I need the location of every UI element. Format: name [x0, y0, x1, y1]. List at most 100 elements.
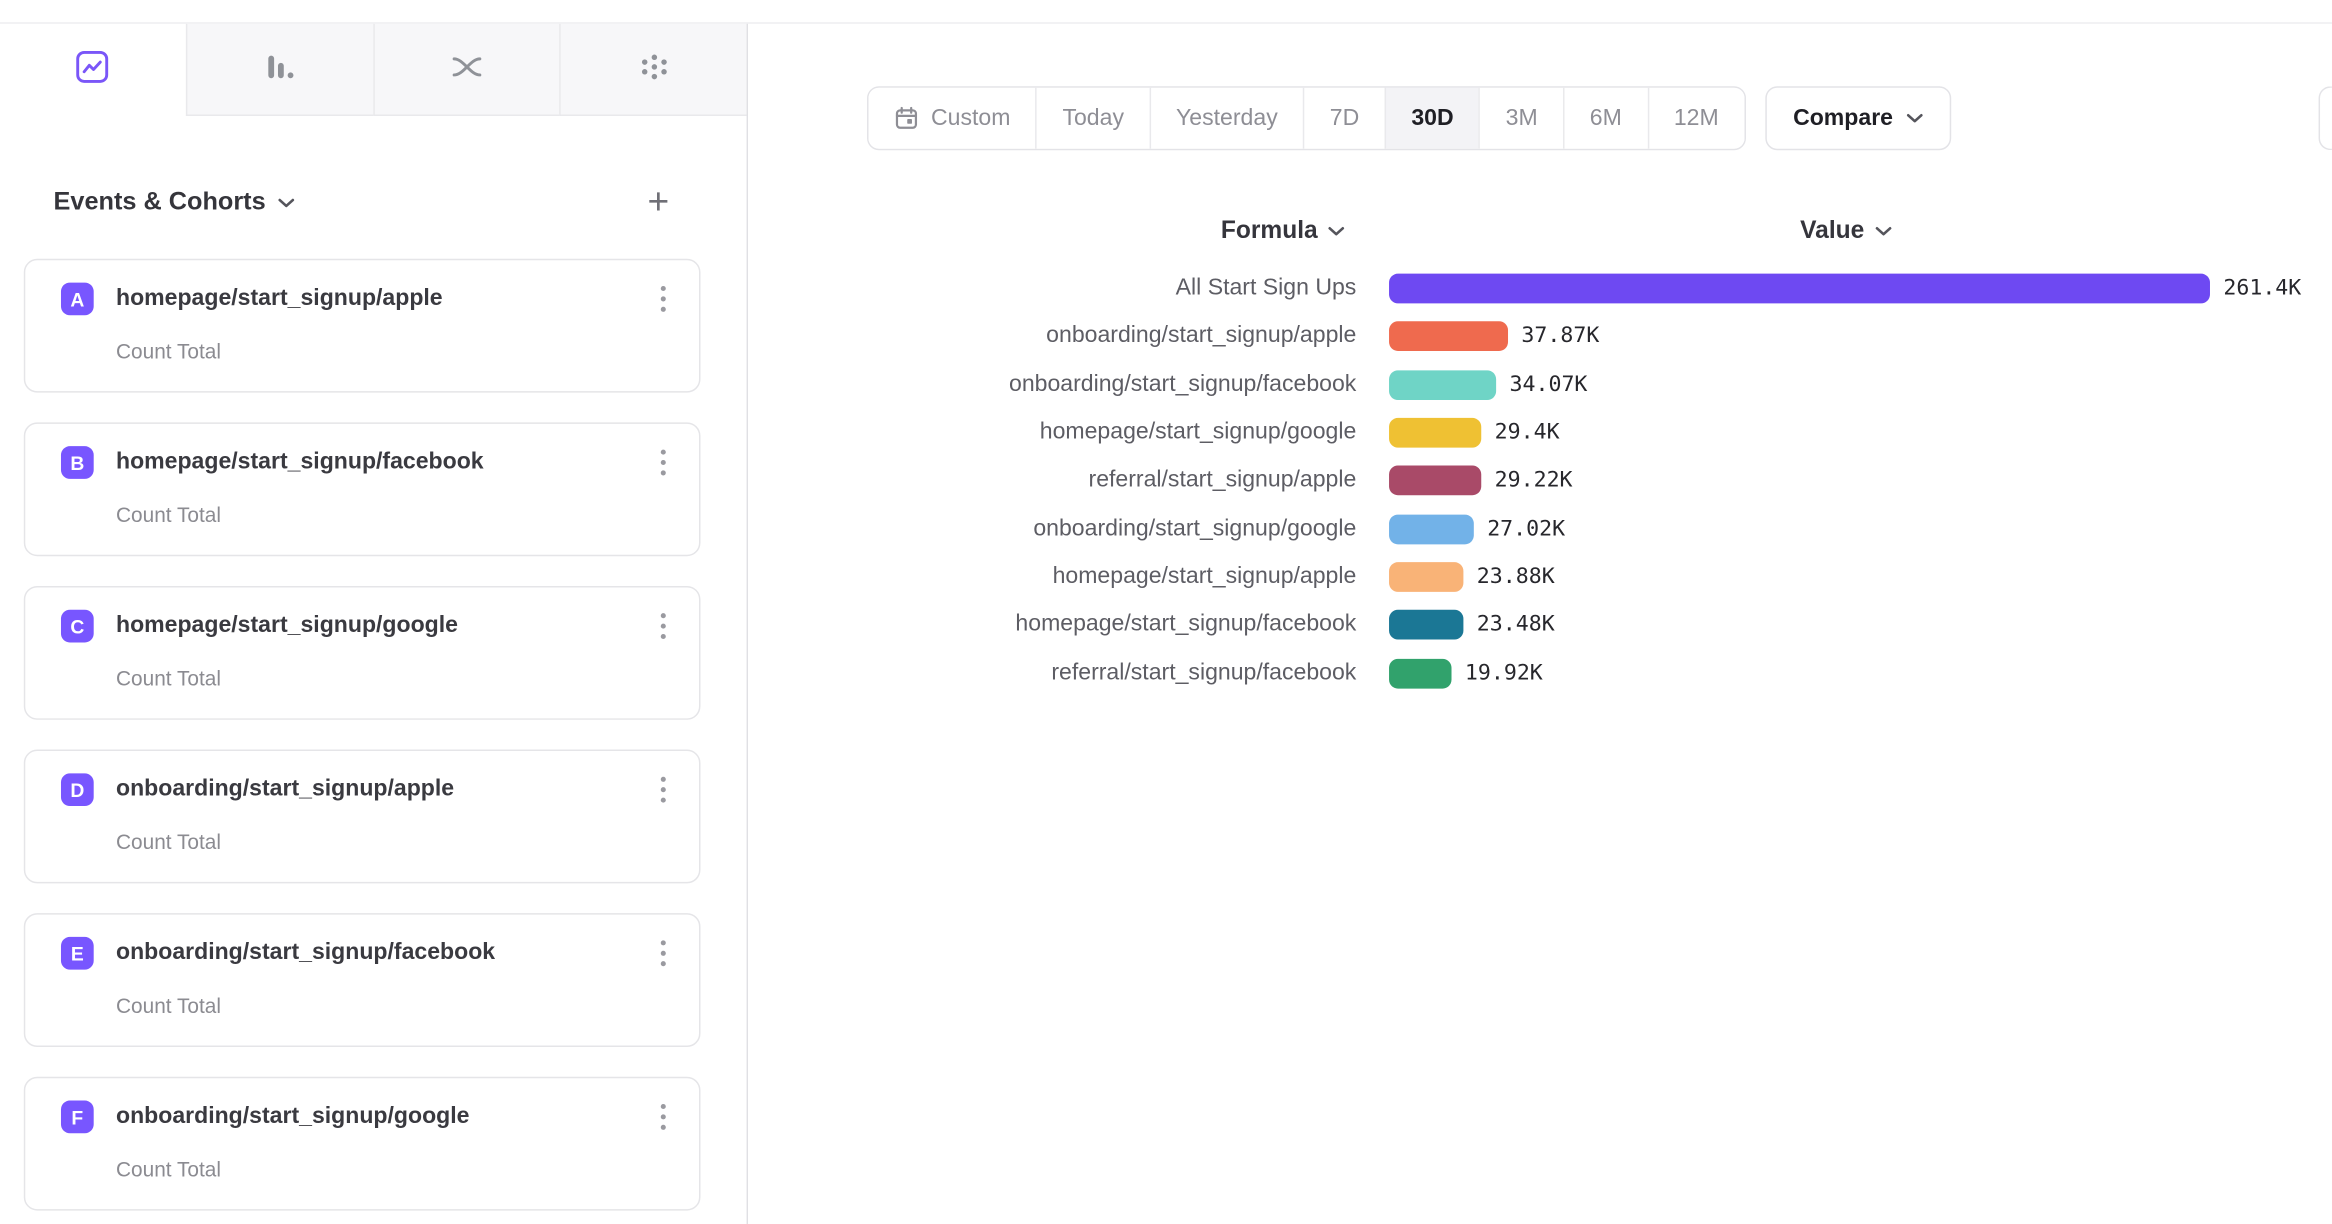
bar[interactable]	[1389, 321, 1509, 352]
bar-chart: All Start Sign Ups 261.4K onboarding/sta…	[748, 265, 2332, 697]
row-label[interactable]: onboarding/start_signup/facebook	[1009, 371, 1357, 397]
event-name: onboarding/start_signup/apple	[116, 776, 455, 802]
range-custom[interactable]: Custom	[868, 87, 1036, 149]
value-column-header[interactable]: Value	[1389, 217, 2302, 245]
event-card-top: D onboarding/start_signup/apple	[60, 773, 675, 807]
event-card[interactable]: D onboarding/start_signup/apple Count To…	[23, 749, 701, 884]
bar[interactable]	[1389, 369, 1497, 400]
events-cohorts-dropdown[interactable]: Events & Cohorts	[54, 187, 294, 217]
event-list: A homepage/start_signup/apple Count Tota…	[23, 258, 747, 1211]
chart-row: homepage/start_signup/google 29.4K	[748, 409, 2332, 457]
bar-area: 23.48K	[1389, 610, 1555, 640]
clipped-edge-button[interactable]	[2318, 86, 2332, 151]
chevron-down-icon	[277, 197, 294, 207]
bar-value: 37.87K	[1521, 324, 1600, 349]
event-metric[interactable]: Count Total	[116, 993, 221, 1018]
chevron-down-icon	[1906, 113, 1923, 123]
bar[interactable]	[1389, 514, 1474, 544]
bar[interactable]	[1389, 465, 1482, 496]
event-card-top: F onboarding/start_signup/google	[60, 1100, 675, 1134]
event-metric[interactable]: Count Total	[116, 1157, 221, 1181]
event-card[interactable]: B homepage/start_signup/facebook Count T…	[23, 422, 701, 557]
event-metric[interactable]: Count Total	[116, 339, 221, 363]
bar-area: 261.4K	[1389, 273, 2302, 304]
bar-value: 29.22K	[1494, 468, 1573, 493]
tab-flow-chart[interactable]	[372, 23, 560, 117]
tab-bar-chart[interactable]	[185, 23, 373, 117]
range-yesterday[interactable]: Yesterday	[1149, 87, 1304, 149]
event-metric[interactable]: Count Total	[116, 502, 221, 527]
event-card[interactable]: E onboarding/start_signup/facebook Count…	[23, 913, 701, 1047]
bar[interactable]	[1389, 562, 1464, 592]
event-letter-badge: D	[60, 773, 94, 807]
row-label[interactable]: onboarding/start_signup/apple	[1046, 323, 1357, 349]
app-columns: Events & Cohorts + A homepage/start_sign…	[0, 23, 2332, 1224]
chart-row: referral/start_signup/facebook 19.92K	[748, 649, 2332, 697]
bar-value: 23.88K	[1476, 565, 1555, 589]
event-name: onboarding/start_signup/facebook	[116, 939, 496, 966]
event-metric[interactable]: Count Total	[116, 666, 221, 691]
event-letter-badge: F	[60, 1100, 94, 1134]
range-today[interactable]: Today	[1035, 87, 1150, 149]
event-letter-badge: E	[60, 936, 94, 970]
event-card[interactable]: F onboarding/start_signup/google Count T…	[23, 1076, 701, 1211]
event-card[interactable]: A homepage/start_signup/apple Count Tota…	[23, 258, 701, 393]
event-letter-badge: C	[60, 609, 94, 643]
chart-row: homepage/start_signup/facebook 23.48K	[748, 601, 2332, 649]
chevron-down-icon	[1328, 226, 1345, 236]
row-label[interactable]: homepage/start_signup/apple	[1052, 563, 1357, 589]
bar[interactable]	[1389, 610, 1464, 640]
row-label[interactable]: referral/start_signup/facebook	[1051, 659, 1357, 685]
event-metric[interactable]: Count Total	[116, 829, 221, 854]
row-label[interactable]: onboarding/start_signup/google	[1033, 515, 1357, 541]
event-card[interactable]: C homepage/start_signup/google Count Tot…	[23, 585, 701, 720]
bar-area: 37.87K	[1389, 321, 1600, 352]
calendar-icon	[894, 106, 919, 131]
event-card-top: E onboarding/start_signup/facebook	[60, 936, 675, 970]
events-cohorts-header: Events & Cohorts +	[54, 180, 670, 223]
add-event-button[interactable]: +	[647, 180, 670, 223]
kebab-menu-icon[interactable]	[651, 283, 675, 316]
range-label: Custom	[930, 104, 1011, 131]
chevron-down-icon	[1875, 226, 1891, 236]
tab-line-chart[interactable]	[0, 23, 186, 117]
bar-area: 19.92K	[1389, 658, 1543, 688]
kebab-menu-icon[interactable]	[651, 1101, 675, 1134]
bar[interactable]	[1389, 658, 1452, 688]
range-7d[interactable]: 7D	[1303, 87, 1385, 149]
range-30d[interactable]: 30D	[1384, 87, 1479, 149]
chart-row: onboarding/start_signup/facebook 34.07K	[748, 361, 2332, 409]
range-label: 30D	[1411, 104, 1454, 131]
bar[interactable]	[1389, 273, 2210, 304]
sidebar: Events & Cohorts + A homepage/start_sign…	[0, 23, 749, 1224]
dot-grid-icon	[634, 48, 673, 91]
chart-row: referral/start_signup/apple 29.22K	[748, 457, 2332, 505]
kebab-menu-icon[interactable]	[651, 937, 675, 970]
range-6m[interactable]: 6M	[1563, 87, 1648, 149]
row-label[interactable]: referral/start_signup/apple	[1088, 467, 1357, 493]
event-name: homepage/start_signup/facebook	[116, 449, 484, 475]
kebab-menu-icon[interactable]	[651, 446, 675, 479]
row-label[interactable]: All Start Sign Ups	[1175, 275, 1357, 301]
bar-chart-icon	[260, 48, 299, 91]
event-name: homepage/start_signup/google	[116, 612, 458, 639]
kebab-menu-icon[interactable]	[651, 610, 675, 643]
tab-dot-grid[interactable]	[559, 23, 747, 117]
section-title: Events & Cohorts	[53, 187, 266, 216]
bar-value: 261.4K	[2223, 276, 2302, 301]
bar-area: 34.07K	[1389, 369, 1587, 400]
range-3m[interactable]: 3M	[1478, 87, 1564, 149]
kebab-menu-icon[interactable]	[651, 773, 675, 806]
chart-row: All Start Sign Ups 261.4K	[748, 265, 2332, 313]
row-label[interactable]: homepage/start_signup/facebook	[1015, 611, 1357, 637]
compare-button[interactable]: Compare	[1764, 86, 1951, 151]
event-letter-badge: B	[60, 446, 94, 479]
range-12m[interactable]: 12M	[1647, 87, 1744, 149]
formula-column-header[interactable]: Formula	[748, 217, 1356, 245]
row-label[interactable]: homepage/start_signup/google	[1039, 419, 1357, 445]
chart-type-tabs	[0, 23, 747, 117]
range-label: 7D	[1329, 104, 1360, 131]
bar[interactable]	[1389, 417, 1482, 448]
line-chart-icon	[73, 48, 112, 91]
bar-area: 29.4K	[1389, 417, 1560, 448]
